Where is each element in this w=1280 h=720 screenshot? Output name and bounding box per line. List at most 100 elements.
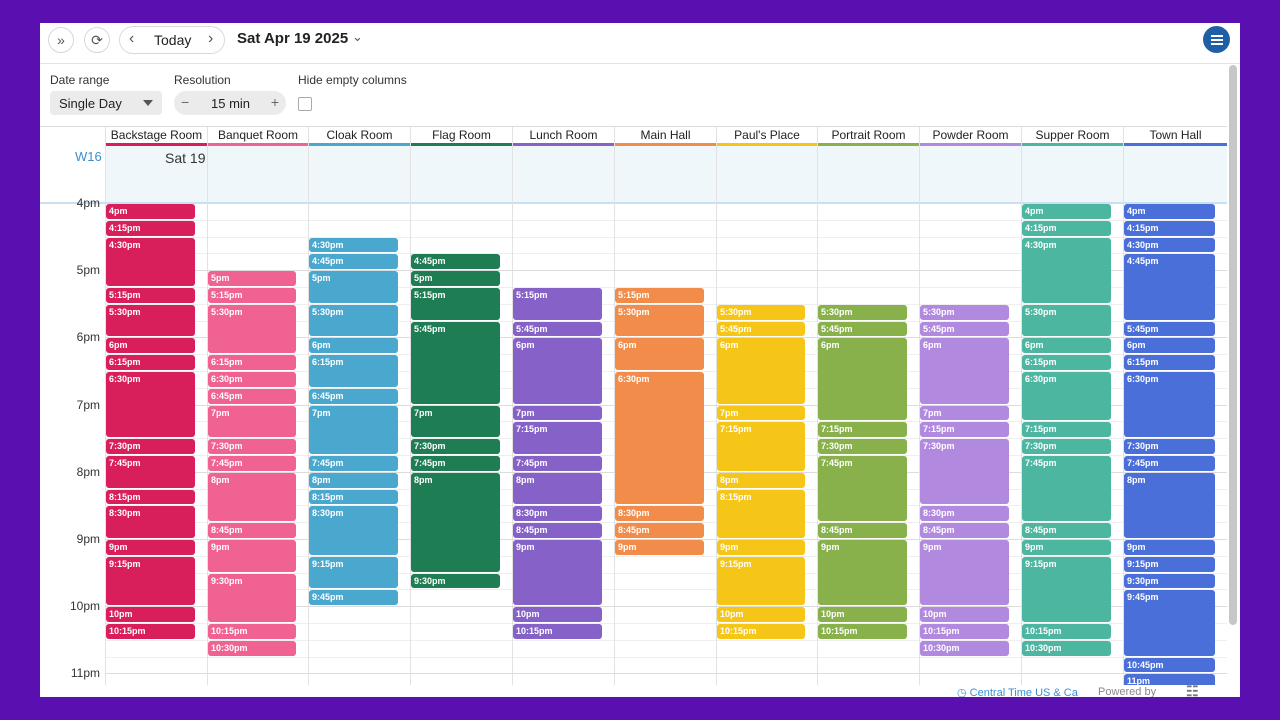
event-block[interactable]: 9pm — [106, 540, 195, 555]
event-block[interactable]: 5pm — [309, 271, 398, 303]
event-block[interactable]: 7pm — [717, 405, 805, 421]
column-header-town-hall[interactable]: Town Hall — [1123, 127, 1227, 146]
next-day-button[interactable]: › — [208, 30, 214, 47]
event-block[interactable]: 6pm — [717, 338, 805, 404]
event-block[interactable]: 6pm — [513, 338, 602, 404]
event-block[interactable]: 10:15pm — [1022, 624, 1111, 639]
event-block[interactable]: 4:45pm — [309, 254, 398, 270]
event-block[interactable]: 9:15pm — [717, 556, 805, 606]
event-block[interactable]: 5:30pm — [615, 304, 704, 337]
event-block[interactable]: 7:15pm — [1022, 422, 1111, 438]
event-block[interactable]: 7:15pm — [818, 422, 907, 438]
teamup-logo[interactable]: ☷ teamup — [1186, 683, 1240, 697]
event-block[interactable]: 10:15pm — [920, 624, 1009, 639]
event-block[interactable]: 4pm — [1124, 204, 1215, 219]
event-block[interactable]: 5:15pm — [106, 288, 195, 303]
event-block[interactable]: 8:30pm — [615, 506, 704, 522]
event-block[interactable]: 9pm — [1022, 540, 1111, 555]
event-block[interactable]: 9:30pm — [208, 573, 296, 622]
event-block[interactable]: 5pm — [208, 271, 296, 286]
event-block[interactable]: 7:30pm — [1124, 439, 1215, 454]
event-block[interactable]: 9pm — [818, 540, 907, 606]
event-block[interactable]: 8:15pm — [106, 489, 195, 505]
column-header-main-hall[interactable]: Main Hall — [614, 127, 716, 146]
event-block[interactable]: 7:45pm — [1124, 456, 1215, 471]
event-block[interactable]: 7:45pm — [106, 456, 195, 488]
event-block[interactable]: 6:30pm — [208, 372, 296, 387]
event-block[interactable]: 4:30pm — [1124, 237, 1215, 253]
event-block[interactable]: 7pm — [309, 405, 398, 454]
event-block[interactable]: 5:30pm — [106, 304, 195, 337]
event-block[interactable]: 5:45pm — [717, 321, 805, 337]
event-block[interactable]: 10:15pm — [513, 624, 602, 639]
event-block[interactable]: 10pm — [513, 607, 602, 622]
event-block[interactable]: 8:45pm — [1022, 523, 1111, 538]
previous-day-button[interactable]: ‹ — [129, 30, 135, 47]
event-block[interactable]: 8pm — [717, 472, 805, 488]
event-block[interactable]: 7pm — [208, 405, 296, 438]
event-block[interactable]: 6:30pm — [1022, 372, 1111, 421]
column-header-lunch-room[interactable]: Lunch Room — [512, 127, 614, 146]
event-block[interactable]: 4pm — [106, 204, 195, 219]
event-block[interactable]: 10:30pm — [920, 640, 1009, 656]
event-block[interactable]: 10pm — [920, 607, 1009, 622]
event-block[interactable]: 6pm — [818, 338, 907, 421]
event-block[interactable]: 9pm — [513, 540, 602, 606]
event-block[interactable]: 9:45pm — [309, 590, 398, 606]
event-block[interactable]: 8pm — [1124, 472, 1215, 538]
event-block[interactable]: 8:30pm — [513, 506, 602, 522]
event-block[interactable]: 6pm — [920, 338, 1009, 404]
event-block[interactable]: 4pm — [1022, 204, 1111, 219]
event-block[interactable]: 5:15pm — [411, 288, 500, 320]
event-block[interactable]: 5:45pm — [1124, 321, 1215, 337]
event-block[interactable]: 6:30pm — [615, 372, 704, 505]
event-block[interactable]: 9pm — [208, 540, 296, 572]
event-block[interactable]: 9pm — [1124, 540, 1215, 555]
event-block[interactable]: 7pm — [920, 405, 1009, 421]
increase-resolution-button[interactable]: + — [270, 94, 279, 110]
refresh-button[interactable]: ⟳ — [84, 27, 110, 53]
event-block[interactable]: 8:45pm — [920, 523, 1009, 538]
week-number[interactable]: W16 — [75, 149, 102, 164]
event-block[interactable]: 6:15pm — [1124, 355, 1215, 370]
column-header-banquet-room[interactable]: Banquet Room — [207, 127, 308, 146]
event-block[interactable]: 6:30pm — [1124, 372, 1215, 438]
event-block[interactable]: 8pm — [309, 472, 398, 488]
event-block[interactable]: 8:30pm — [920, 506, 1009, 522]
event-block[interactable]: 8pm — [208, 472, 296, 522]
event-block[interactable]: 6:15pm — [309, 355, 398, 387]
event-block[interactable]: 5:30pm — [309, 304, 398, 337]
column-header-powder-room[interactable]: Powder Room — [919, 127, 1021, 146]
event-block[interactable]: 10:45pm — [1124, 657, 1215, 673]
event-block[interactable]: 9:15pm — [1022, 556, 1111, 622]
event-block[interactable]: 9:15pm — [106, 556, 195, 606]
event-block[interactable]: 9:15pm — [1124, 556, 1215, 572]
current-date-title[interactable]: Sat Apr 19 2025 — [237, 30, 349, 47]
event-block[interactable]: 10pm — [106, 607, 195, 622]
event-block[interactable]: 8pm — [513, 472, 602, 505]
event-block[interactable]: 6:15pm — [1022, 355, 1111, 370]
event-block[interactable]: 8:45pm — [615, 523, 704, 538]
event-block[interactable]: 5:15pm — [513, 288, 602, 320]
event-block[interactable]: 10pm — [717, 607, 805, 622]
timezone-link[interactable]: ◷ Central Time US & Ca — [957, 686, 1078, 697]
event-block[interactable]: 4:15pm — [1022, 220, 1111, 236]
event-block[interactable]: 7:30pm — [818, 439, 907, 454]
event-block[interactable]: 6pm — [615, 338, 704, 370]
event-block[interactable]: 5:30pm — [1022, 304, 1111, 337]
event-block[interactable]: 4:30pm — [1022, 237, 1111, 303]
event-block[interactable]: 4:30pm — [309, 237, 398, 253]
event-block[interactable]: 6pm — [1124, 338, 1215, 354]
event-block[interactable]: 10:30pm — [208, 640, 296, 656]
chevron-down-icon[interactable]: ⌄ — [352, 29, 363, 44]
event-block[interactable]: 5:30pm — [920, 304, 1009, 320]
event-block[interactable]: 7:45pm — [818, 456, 907, 522]
today-button[interactable]: Today — [154, 32, 192, 48]
event-block[interactable]: 5:15pm — [615, 288, 704, 303]
event-block[interactable]: 9:30pm — [1124, 573, 1215, 589]
event-block[interactable]: 5:30pm — [717, 304, 805, 320]
column-header-flag-room[interactable]: Flag Room — [410, 127, 512, 146]
vertical-scrollbar[interactable] — [1229, 65, 1237, 625]
event-block[interactable]: 4:15pm — [1124, 220, 1215, 236]
event-block[interactable]: 9:30pm — [411, 573, 500, 589]
